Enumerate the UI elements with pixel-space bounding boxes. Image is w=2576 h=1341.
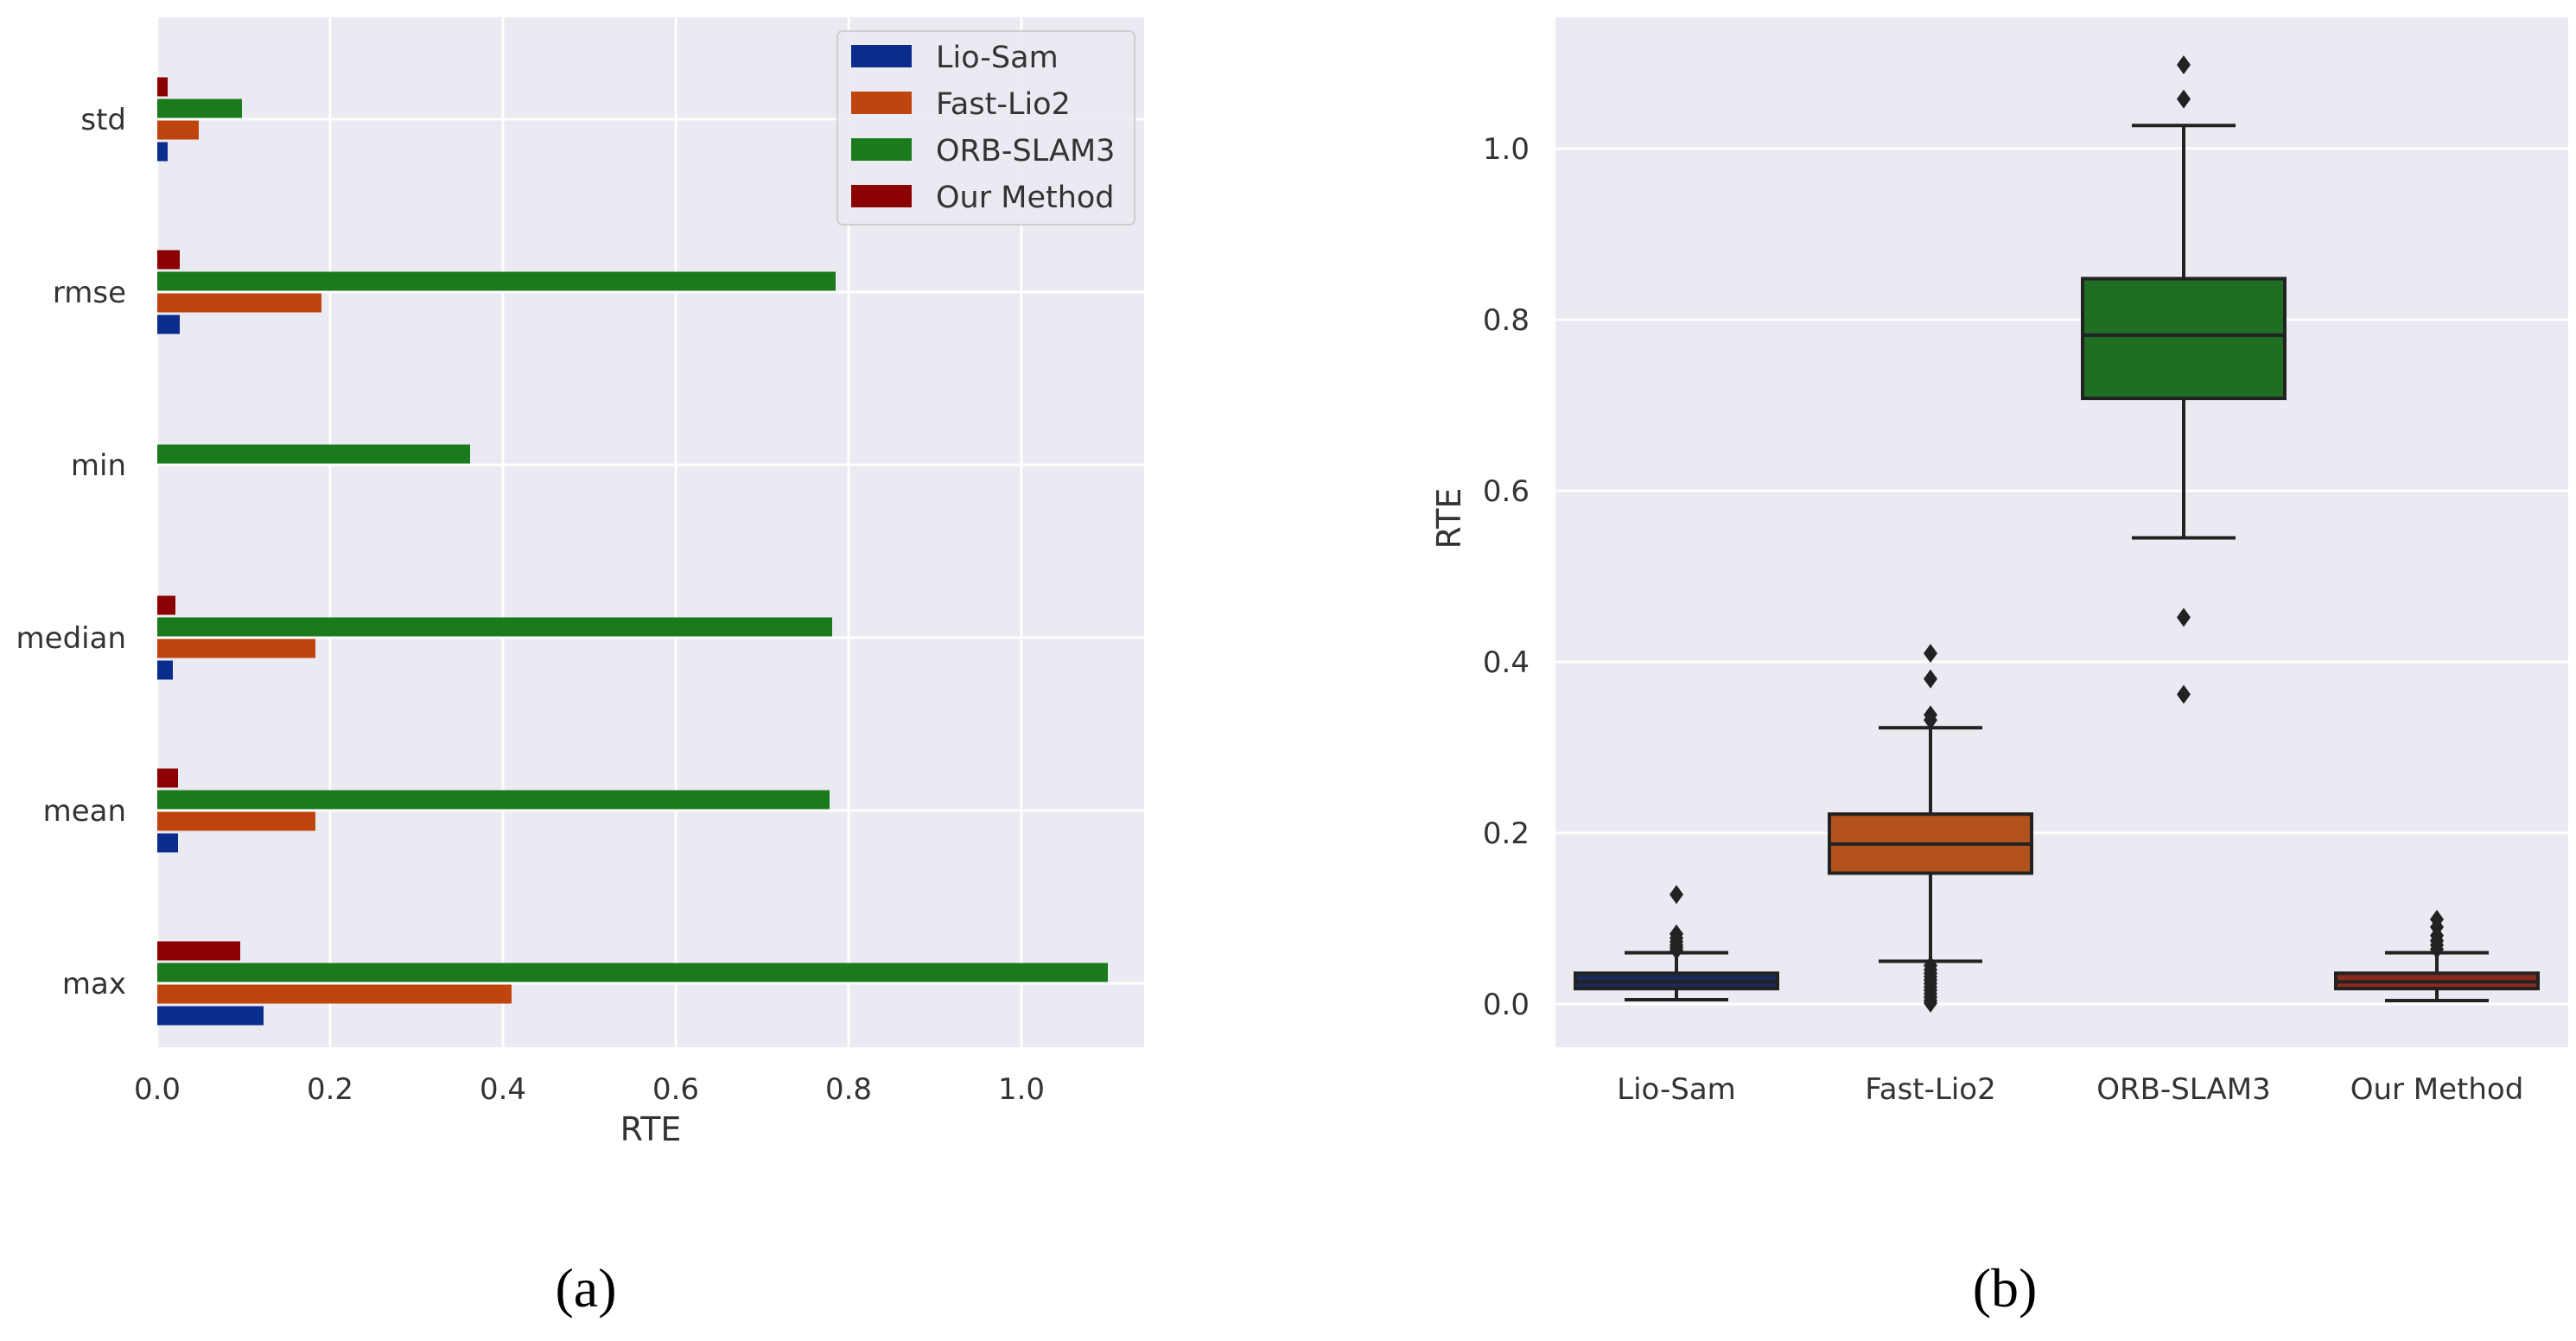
bar-chart-panel: 0.0 0.2 0.4 0.6 0.8 1.0 std rmse min median mean m… (16, 17, 1144, 1319)
bar-chart-x-tick-label: 0.0 (134, 1072, 181, 1107)
bar-chart-category-label-max: max (62, 967, 126, 1001)
bar-chart-category-label-median: median (16, 621, 126, 656)
bar-orb-slam3-max (157, 963, 1108, 982)
box-plot-gridlines (1555, 147, 2568, 1006)
outlier-fast-lio2 (1924, 644, 1937, 664)
bar-chart-x-ticks: 0.0 0.2 0.4 0.6 0.8 1.0 (134, 1072, 1045, 1107)
box-plot-y-tick-label: 0.0 (1483, 988, 1530, 1022)
outlier-orb-slam3 (2177, 684, 2191, 704)
outlier-orb-slam3 (2177, 89, 2191, 109)
box-plot-y-ticks: 0.0 0.2 0.4 0.6 0.8 1.0 (1483, 132, 1530, 1022)
box-plot-category-label-orb-slam3: ORB-SLAM3 (2096, 1072, 2271, 1107)
box-plot-y-tick-label: 1.0 (1483, 132, 1530, 167)
box-plot-panel: 0.0 0.2 0.4 0.6 0.8 1.0 Lio-Sam Fast-Lio2 ORB-S… (1430, 17, 2568, 1319)
box-plot-x-ticks: Lio-Sam Fast-Lio2 ORB-SLAM3 Our Method (1617, 1072, 2523, 1107)
bar-chart-category-label-min: min (71, 448, 126, 483)
bar-chart-bars (157, 77, 1108, 1026)
box-plot-y-axis-label: RTE (1430, 488, 1468, 550)
legend-label-fast-lio2: Fast-Lio2 (936, 87, 1071, 122)
bar-chart-x-tick-label: 0.2 (307, 1072, 353, 1107)
bar-fast-lio2-median (157, 639, 315, 658)
outlier-our-method (2430, 939, 2444, 959)
bar-our-method-rmse (157, 250, 180, 270)
box-plot-y-tick-label: 0.2 (1483, 817, 1530, 851)
outlier-lio-sam (1670, 940, 1683, 960)
bar-chart-x-tick-label: 0.6 (652, 1072, 699, 1107)
bar-our-method-std (157, 77, 168, 97)
bar-orb-slam3-mean (157, 790, 830, 810)
legend-label-orb-slam3: ORB-SLAM3 (936, 134, 1115, 168)
bar-orb-slam3-min (157, 444, 470, 464)
bar-chart-x-tick-label: 0.4 (480, 1072, 526, 1107)
bar-lio-sam-median (157, 660, 173, 680)
legend-swatch-fast-lio2 (851, 92, 912, 114)
outlier-orb-slam3 (2177, 54, 2191, 74)
bar-chart-y-ticks: std rmse min median mean max (16, 103, 126, 1001)
bar-fast-lio2-rmse (157, 293, 321, 313)
box-orb-slam3 (2081, 276, 2287, 401)
bar-lio-sam-rmse (157, 315, 180, 334)
legend-swatch-orb-slam3 (851, 138, 912, 161)
outlier-fast-lio2 (1924, 994, 1937, 1014)
box-plot-y-tick-label: 0.6 (1483, 474, 1530, 509)
box-plot-category-label-fast-lio2: Fast-Lio2 (1865, 1072, 1995, 1107)
bar-fast-lio2-max (157, 984, 512, 1004)
legend-label-lio-sam: Lio-Sam (936, 41, 1059, 75)
bar-chart-category-label-mean: mean (43, 794, 126, 829)
legend-swatch-our-method (851, 185, 912, 207)
bar-lio-sam-std (157, 142, 168, 162)
bar-chart-x-tick-label: 0.8 (825, 1072, 872, 1107)
outlier-lio-sam (1670, 885, 1683, 905)
bar-chart-category-label-rmse: rmse (53, 276, 126, 310)
box-plot-category-label-lio-sam: Lio-Sam (1617, 1072, 1736, 1107)
box-plot-y-tick-label: 0.4 (1483, 645, 1530, 680)
bar-chart-gridlines (156, 17, 1144, 1047)
box-plot-plot-area (1555, 17, 2568, 1047)
bar-lio-sam-max (157, 1006, 264, 1026)
bar-chart-x-axis-label: RTE (620, 1110, 682, 1148)
bar-our-method-max (157, 941, 240, 961)
bar-chart-category-label-std: std (80, 103, 126, 137)
bar-lio-sam-mean (157, 833, 178, 853)
legend-swatch-lio-sam (851, 45, 912, 67)
bar-fast-lio2-mean (157, 811, 315, 831)
outlier-orb-slam3 (2177, 607, 2191, 627)
bar-our-method-mean (157, 768, 178, 788)
bar-chart-legend: Lio-Sam Fast-Lio2 ORB-SLAM3 Our Method (836, 30, 1135, 226)
bar-orb-slam3-median (157, 617, 832, 637)
bar-chart-x-tick-label: 1.0 (998, 1072, 1045, 1107)
box-plot-y-tick-label: 0.8 (1483, 303, 1530, 338)
outlier-fast-lio2 (1924, 710, 1937, 730)
legend-label-our-method: Our Method (936, 181, 1115, 215)
panel-label-a: (a) (555, 1257, 616, 1319)
bar-orb-slam3-std (157, 99, 242, 118)
panel-label-b: (b) (1973, 1257, 2038, 1319)
bar-orb-slam3-rmse (157, 271, 836, 291)
box-plot-category-label-our-method: Our Method (2350, 1072, 2524, 1107)
bar-our-method-median (157, 595, 175, 615)
legend-box (836, 30, 1135, 226)
box-plot-boxes (1574, 54, 2540, 1014)
bar-fast-lio2-std (157, 120, 199, 140)
outlier-fast-lio2 (1924, 669, 1937, 689)
